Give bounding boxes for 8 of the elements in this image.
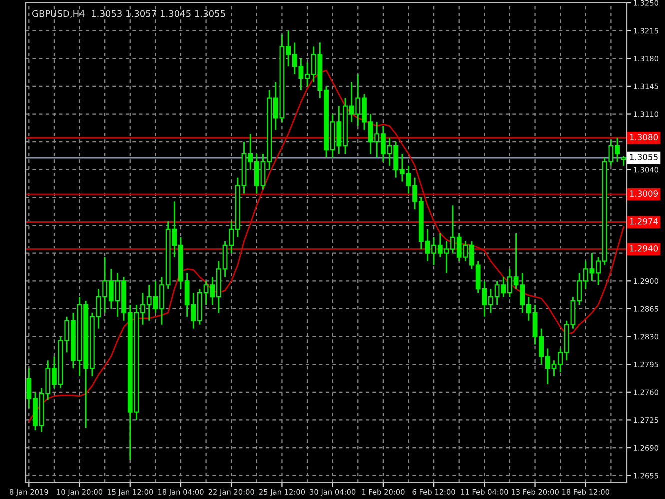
ref-line-label: 1.2974	[630, 218, 658, 225]
ref-line-label: 1.3080	[630, 134, 658, 141]
ref-line-label: 1.3055	[630, 154, 658, 160]
line-series	[28, 70, 625, 423]
ref-line-label: 1.2940	[630, 245, 658, 252]
text: GBPUSD,H4 1.3053 1.3057 1.3045 1.3055	[32, 10, 226, 18]
ref-line-label: 1.3009	[630, 190, 658, 197]
candlestick	[621, 156, 626, 167]
